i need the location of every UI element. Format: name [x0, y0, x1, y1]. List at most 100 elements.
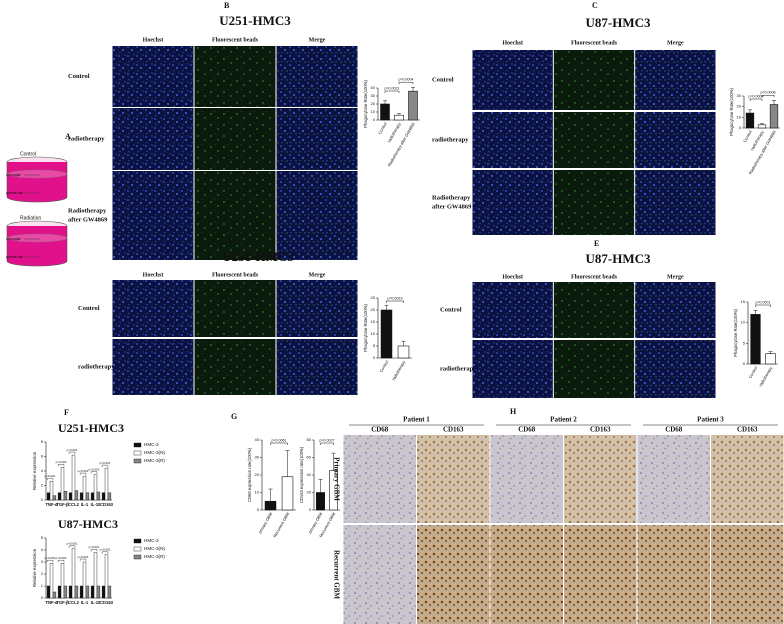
micrograph — [472, 112, 553, 168]
micrograph — [635, 282, 716, 338]
y-tick-label: 20 — [371, 101, 376, 106]
p-value: p=0.0061 — [271, 438, 286, 442]
y-tick-label: 20 — [737, 104, 742, 109]
micrograph — [472, 340, 553, 398]
y-tick-label: 8 — [41, 439, 44, 444]
panel-label: A — [65, 132, 71, 141]
y-tick-label: 20 — [371, 307, 376, 312]
bar — [380, 309, 393, 359]
y-axis-label: Relative expression — [32, 548, 37, 587]
panel-label: E — [594, 239, 599, 248]
significance-bracket — [101, 464, 109, 468]
y-axis-label: Phagocytose Rate(100%) — [733, 309, 738, 357]
y-tick-label: 1 — [41, 583, 44, 588]
category-label: Radiotherapy after GW4869 — [387, 121, 417, 167]
category-label: CCL2 — [68, 600, 80, 605]
bar — [46, 585, 51, 599]
micrograph — [276, 108, 358, 170]
panel-label: B — [224, 1, 230, 10]
micrograph — [194, 280, 276, 337]
row-label: radiotherapy — [432, 136, 469, 143]
micrograph — [112, 46, 194, 107]
bar — [60, 467, 65, 501]
y-tick-label: 20 — [255, 472, 260, 477]
bar — [745, 112, 755, 129]
micrograph — [635, 170, 716, 235]
y-tick-label: 6 — [41, 454, 44, 459]
category-label: TGF-β — [56, 502, 69, 507]
significance-bracket — [270, 442, 288, 445]
column-header: Merge — [667, 40, 684, 46]
y-tick-label: 3 — [41, 559, 44, 564]
micrograph — [553, 282, 635, 338]
p-value: p=0.0027 — [319, 438, 334, 442]
y-tick-label: 40 — [371, 85, 376, 90]
column-header: Fluorescent beads — [212, 37, 259, 43]
bar — [316, 492, 325, 511]
micrograph — [553, 340, 635, 398]
row-label: radiotherapy — [68, 135, 105, 142]
ihc-image — [343, 435, 416, 523]
y-tick-label: 40 — [255, 437, 260, 442]
panel-label: D — [229, 237, 235, 246]
patient-header: Patient 3 — [697, 416, 724, 424]
y-tick-label: 60 — [307, 455, 312, 460]
y-tick-label: 5 — [373, 343, 376, 348]
micrograph — [553, 170, 635, 235]
micrograph — [194, 46, 276, 107]
bar — [52, 591, 57, 599]
stain-header: CD68 — [371, 426, 389, 434]
beaker-body — [6, 226, 68, 267]
p-value: p<0.001 — [45, 474, 56, 478]
y-axis-label: Relative expression — [32, 451, 37, 490]
p-value: p=0.0008 — [760, 91, 775, 95]
bar — [71, 548, 76, 599]
beaker-label: microglia — [6, 173, 20, 177]
legend-label: HMC-3 — [144, 538, 159, 543]
ihc-image — [564, 435, 637, 523]
ihc-image — [637, 435, 710, 523]
bar — [71, 454, 76, 501]
y-tick-label: 4 — [41, 547, 44, 552]
category-label: Control — [377, 121, 388, 135]
bar — [63, 585, 68, 599]
bar — [769, 104, 779, 129]
y-tick-label: 0 — [309, 507, 312, 512]
row-label: Recurrent GBM — [332, 550, 340, 599]
legend-swatch — [133, 546, 142, 552]
beaker-title: Radiation — [20, 215, 41, 221]
significance-bracket — [320, 442, 334, 445]
ihc-image — [564, 525, 637, 624]
column-header: Merge — [309, 272, 326, 278]
bar — [85, 585, 90, 599]
panel-title: U87-HMC3 — [586, 15, 651, 30]
bar — [49, 563, 54, 599]
category-label: TNF-α — [45, 502, 58, 507]
bar — [96, 491, 101, 501]
significance-bracket — [384, 90, 400, 93]
column-header: Hoechst — [502, 40, 523, 46]
category-label: radiotherapy — [758, 366, 773, 388]
y-axis-label: Phagocytose Rate(100%) — [729, 88, 734, 136]
bar — [93, 552, 98, 599]
column-header: Merge — [667, 274, 684, 280]
micrograph — [472, 170, 553, 235]
beaker: Radiation microglia glioma cell — [6, 215, 68, 267]
micrograph — [553, 112, 635, 168]
panel-title: U251-HMC3 — [219, 13, 291, 28]
micrograph — [635, 50, 716, 110]
y-tick-label: 10 — [255, 490, 260, 495]
bar — [408, 90, 418, 121]
row-label: Control — [68, 73, 90, 80]
p-value: p<0.001 — [67, 542, 78, 546]
bar — [96, 585, 101, 599]
bar — [757, 124, 767, 129]
beaker-label: microglia — [6, 237, 20, 241]
column-header: Hoechst — [502, 274, 523, 280]
legend-label: HMC-3(R) — [144, 458, 165, 463]
p-value: p=0.0009 — [748, 94, 763, 98]
row-label: radiotherapy — [78, 363, 115, 370]
micrograph — [276, 46, 358, 107]
y-tick-label: 2 — [41, 483, 44, 488]
beaker-label: glioma cell — [6, 191, 23, 195]
